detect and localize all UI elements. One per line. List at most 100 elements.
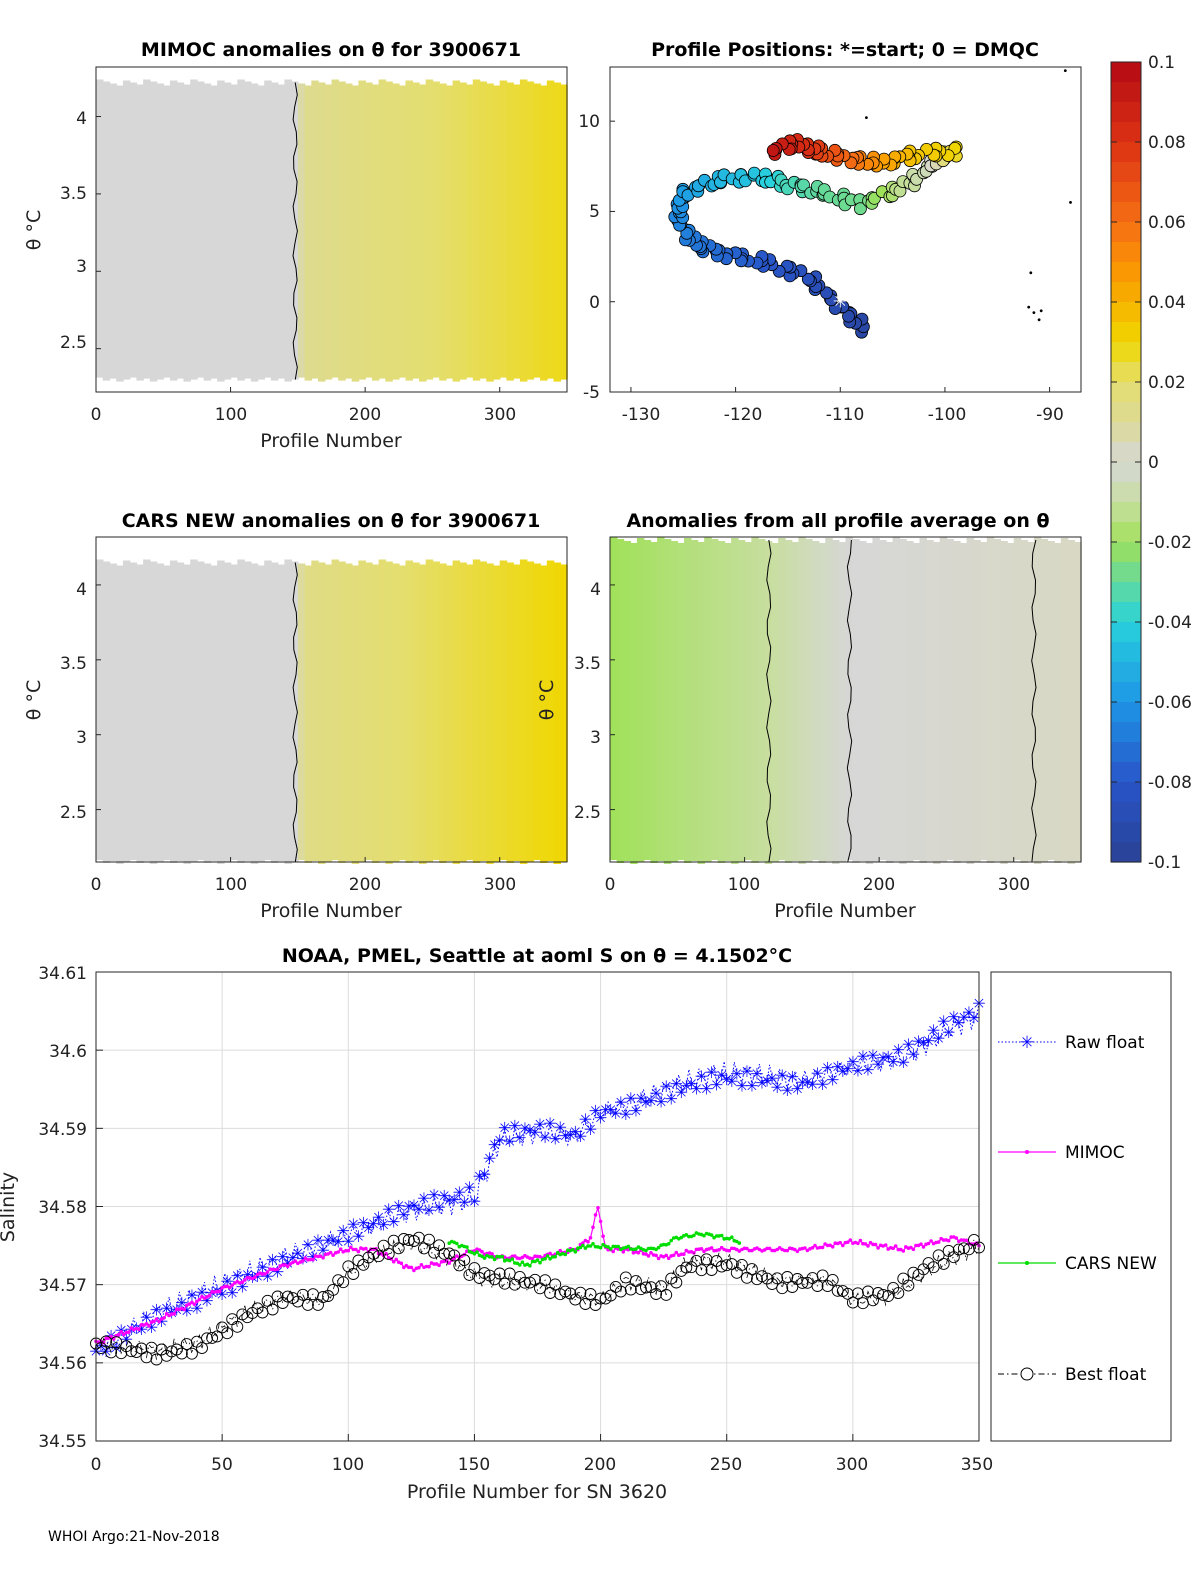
- heatmap-cell: [1060, 538, 1069, 861]
- data-point: [891, 1246, 895, 1251]
- heatmap-cell: [432, 561, 440, 860]
- heatmap-cell: [190, 79, 198, 380]
- data-point: [785, 1248, 790, 1253]
- data-point: [231, 1320, 244, 1333]
- data-point: ✳: [730, 1065, 743, 1084]
- data-point: ✳: [185, 1286, 198, 1305]
- data-point: ✳: [528, 1123, 541, 1142]
- data-point: [543, 1257, 547, 1261]
- data-point: ✳: [331, 1232, 344, 1251]
- salinity-axes-box: [95, 971, 980, 1442]
- heatmap-cell: [351, 85, 360, 382]
- positions-y-ticks: -5 0 5 10: [578, 112, 600, 403]
- allprof-y-tick: 3: [590, 728, 601, 748]
- mimoc-y-tick: 2.5: [60, 333, 87, 353]
- heatmap-cell: [697, 542, 705, 864]
- heatmap-cell: [196, 81, 205, 378]
- heatmap-cell: [993, 539, 1001, 861]
- heatmap-cell: [102, 561, 111, 863]
- data-point: [765, 1246, 769, 1251]
- circle-marker-icon: [1020, 1367, 1034, 1381]
- data-point: [735, 1258, 748, 1271]
- data-point: ✳: [745, 1076, 758, 1095]
- allprof-y-tick: 4: [590, 580, 601, 600]
- heatmap-cell: [264, 560, 272, 860]
- data-point: [581, 1243, 585, 1248]
- heatmap-cell: [650, 542, 658, 863]
- data-point: [578, 1245, 583, 1250]
- heatmap-cell: [737, 540, 746, 862]
- data-point: [586, 1244, 590, 1248]
- data-point: [816, 1269, 829, 1282]
- data-point: [347, 1268, 360, 1280]
- legend-label: Raw float: [1065, 1033, 1145, 1053]
- heatmap-cell: [553, 562, 561, 864]
- data-point: [482, 1256, 487, 1260]
- data-point: [140, 1351, 153, 1364]
- data-point: [174, 1307, 179, 1311]
- heatmap-cell: [452, 80, 461, 382]
- data-point: [137, 1327, 141, 1332]
- data-point: [558, 1248, 562, 1253]
- heatmap-cell: [459, 562, 467, 862]
- heatmap-cell: [933, 542, 941, 864]
- colorbar-segment: [1111, 782, 1141, 803]
- data-point: [862, 1285, 874, 1298]
- data-point: [640, 1281, 652, 1294]
- heatmap-cell: [365, 82, 373, 378]
- heatmap-cell: [392, 83, 400, 380]
- allprof-x-tick: 200: [863, 875, 895, 895]
- data-point: ✳: [281, 1254, 294, 1273]
- heatmap-cell: [392, 563, 400, 862]
- data-point: [472, 1252, 477, 1256]
- heatmap-cell: [771, 543, 779, 862]
- colorbar-tick: -0.04: [1148, 613, 1192, 633]
- data-point: ✳: [382, 1200, 395, 1219]
- data-point: [394, 1257, 399, 1262]
- data-point: [427, 1264, 431, 1269]
- heatmap-cell: [445, 565, 454, 861]
- heatmap-cell: [203, 83, 212, 381]
- data-point: ✳: [765, 1069, 778, 1088]
- data-point: [919, 1242, 923, 1246]
- data-point: [588, 1236, 593, 1240]
- heatmap-cell: [980, 542, 988, 860]
- data-point: ✳: [432, 1198, 445, 1217]
- data-point: [116, 1333, 121, 1337]
- data-point: ✳: [957, 1008, 970, 1027]
- heatmap-cell: [136, 84, 144, 381]
- data-point: [364, 1246, 368, 1251]
- data-point: [493, 1267, 506, 1280]
- legend-label: CARS NEW: [1065, 1254, 1157, 1274]
- heatmap-cell: [439, 83, 447, 381]
- data-point: ✳: [856, 1047, 869, 1066]
- data-point: [771, 1272, 784, 1285]
- colorbar-segment: [1111, 462, 1141, 483]
- legend-label: MIMOC: [1065, 1143, 1125, 1163]
- data-point: ✳: [750, 1065, 763, 1084]
- data-point: [866, 1244, 870, 1248]
- data-point: [122, 1332, 126, 1337]
- data-point: [730, 1235, 734, 1239]
- data-point: [500, 1254, 505, 1259]
- cars-panel: CARS NEW anomalies on θ for 3900671 0 10…: [23, 510, 568, 922]
- contour-line: [766, 539, 772, 863]
- data-point: ✳: [407, 1196, 420, 1215]
- salinity-y-tick: 34.57: [38, 1276, 87, 1296]
- heatmap-cell: [526, 561, 535, 862]
- heatmap-cell: [385, 81, 393, 382]
- data-point: ✳: [503, 1132, 516, 1151]
- heatmap-cell: [156, 563, 165, 862]
- heatmap-cell: [899, 539, 907, 864]
- heatmap-cell: [318, 82, 326, 382]
- mimoc-heatmap: [95, 79, 568, 392]
- data-point: [702, 1233, 706, 1238]
- salinity-x-label: Profile Number for SN 3620: [407, 1481, 667, 1503]
- allprof-x-label: Profile Number: [774, 900, 916, 922]
- allprof-title: Anomalies from all profile average on θ: [626, 510, 1049, 532]
- colorbar-segment: [1111, 382, 1141, 403]
- heatmap-cell: [832, 540, 840, 864]
- heatmap-cell: [196, 561, 205, 860]
- data-point: [417, 1265, 421, 1270]
- data-point: [110, 1336, 123, 1349]
